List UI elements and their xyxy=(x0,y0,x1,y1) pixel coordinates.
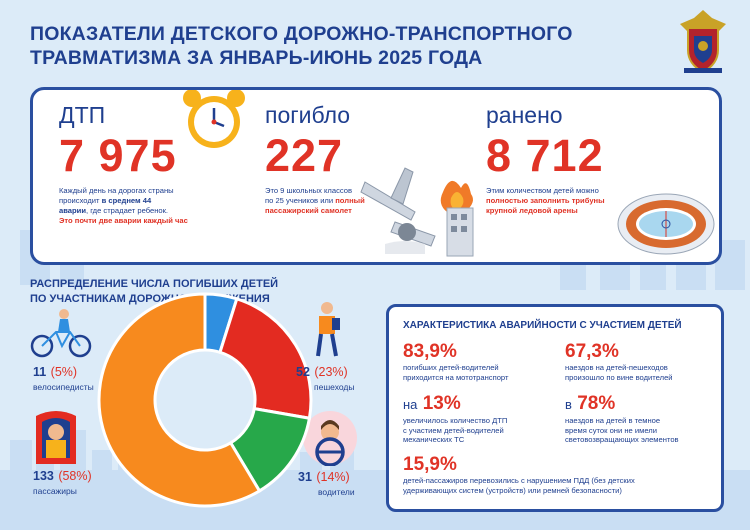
distribution-donut-chart xyxy=(97,292,313,508)
dtp-desc-line2: происходит в среднем 44 xyxy=(59,196,188,206)
pedestrians-name: пешеходы xyxy=(314,382,355,392)
pedestrians-pct: (23%) xyxy=(314,365,348,379)
accident-stat-2-text: наездов на детей-пешеходов произошло по … xyxy=(565,363,673,382)
accident-stat-4-line3: световозвращающих элементов xyxy=(565,435,679,445)
killed-desc-line3: пассажирский самолет xyxy=(265,206,352,215)
stats-card: ДТП 7 975 Каждый день на дорогах страны … xyxy=(30,87,722,265)
accident-stat-1-text: погибших детей-водителей приходится на м… xyxy=(403,363,508,382)
accident-stat-3-prefix: на xyxy=(403,397,418,412)
accident-characteristics-title: ХАРАКТЕРИСТИКА АВАРИЙНОСТИ С УЧАСТИЕМ ДЕ… xyxy=(403,320,682,331)
donut-slices xyxy=(97,292,313,508)
label-cyclists: 11 (5%) велосипедисты xyxy=(33,363,94,392)
drivers-pct: (14%) xyxy=(316,470,350,484)
cyclists-pct: (5%) xyxy=(50,365,78,379)
injured-desc-line1: Этим количеством детей можно xyxy=(486,186,599,195)
accident-stat-5-text: детей-пассажиров перевозились с нарушени… xyxy=(403,476,635,495)
injured-desc-line3: крупной ледовой арены xyxy=(486,206,578,215)
accident-stat-4-value: 78% xyxy=(577,393,616,414)
accident-stat-1-line1: погибших детей-водителей xyxy=(403,363,499,372)
accident-stat-3-line3: механических ТС xyxy=(403,435,465,445)
killed-label: погибло xyxy=(265,102,351,128)
crashed-plane-icon xyxy=(360,167,474,257)
dtp-value: 7 975 xyxy=(59,130,177,181)
passengers-num: 133 xyxy=(33,469,54,483)
label-drivers: 31 (14%) водители xyxy=(298,468,355,497)
dtp-label: ДТП xyxy=(59,102,106,128)
dtp-desc-line2a: происходит xyxy=(59,196,102,205)
police-emblem-icon xyxy=(680,10,726,74)
killed-desc-line2a: по 25 учеников или xyxy=(265,196,336,205)
accident-characteristics-card: ХАРАКТЕРИСТИКА АВАРИЙНОСТИ С УЧАСТИЕМ ДЕ… xyxy=(386,304,724,512)
accident-stat-4-line1: наездов на детей в темное xyxy=(565,416,661,425)
injured-label: ранено xyxy=(486,102,563,128)
page-title: ПОКАЗАТЕЛИ ДЕТСКОГО ДОРОЖНО-ТРАНСПОРТНОГ… xyxy=(30,22,630,70)
accident-stat-4: в 78% наездов на детей в темное время су… xyxy=(565,393,679,445)
killed-description: Это 9 школьных классов по 25 учеников ил… xyxy=(265,186,365,216)
distribution-title-line1: РАСПРЕДЕЛЕНИЕ ЧИСЛА ПОГИБШИХ ДЕТЕЙ xyxy=(30,278,279,290)
passengers-pct: (58%) xyxy=(58,469,92,483)
accident-stat-4-text: наездов на детей в темное время суток он… xyxy=(565,416,679,445)
accident-stat-4-line2: время суток они не имели xyxy=(565,425,657,435)
accident-stat-2: 67,3% наездов на детей-пешеходов произош… xyxy=(565,341,673,382)
dtp-desc-line3b: , где страдает ребенок. xyxy=(86,206,169,215)
killed-desc-line1: Это 9 школьных классов xyxy=(265,186,353,195)
killed-value: 227 xyxy=(265,130,344,181)
accident-stat-3-value: 13% xyxy=(422,393,461,414)
passengers-name: пассажиры xyxy=(33,486,77,496)
pedestrians-num: 52 xyxy=(296,365,310,379)
cyclist-icon xyxy=(30,309,92,358)
dtp-desc-line2b: в среднем 44 xyxy=(101,196,152,205)
accident-stat-5-line1: детей-пассажиров перевозились с нарушени… xyxy=(403,476,635,485)
injured-description: Этим количеством детей можно полностью з… xyxy=(486,186,605,216)
accident-stat-2-value: 67,3% xyxy=(565,341,619,362)
child-driver-icon xyxy=(303,411,357,466)
killed-desc-line2: по 25 учеников или полный xyxy=(265,196,365,206)
accident-stat-5: 15,9% детей-пассажиров перевозились с на… xyxy=(403,454,635,495)
accident-stat-5-line2: удерживающих систем (устройств) или ремн… xyxy=(403,485,622,495)
label-passengers: 133 (58%) пассажиры xyxy=(33,467,92,496)
accident-stat-3: на 13% увеличилось количество ДТП с учас… xyxy=(403,393,507,445)
injured-desc-line2: полностью заполнить трибуны xyxy=(486,196,605,205)
accident-stat-2-line1: наездов на детей-пешеходов xyxy=(565,363,668,372)
dtp-desc-line4: Это почти две аварии каждый час xyxy=(59,216,188,225)
accident-stat-4-prefix: в xyxy=(565,397,572,412)
accident-stat-1-line2: приходится на мототранспорт xyxy=(403,372,509,382)
label-pedestrians: 52 (23%) пешеходы xyxy=(296,363,354,392)
page-title-line2: ТРАВМАТИЗМА ЗА ЯНВАРЬ-ИЮНЬ 2025 ГОДА xyxy=(30,47,483,69)
accident-stat-3-text: увеличилось количество ДТП с участием де… xyxy=(403,416,507,445)
cyclists-num: 11 xyxy=(33,365,47,379)
car-seat-child-icon xyxy=(36,411,76,464)
accident-stat-1: 83,9% погибших детей-водителей приходитс… xyxy=(403,341,508,382)
dtp-desc-line3: аварии, где страдает ребенок. xyxy=(59,206,188,216)
accident-stat-3-line2: с участием детей-водителей xyxy=(403,425,504,435)
accident-stat-3-line1: увеличилось количество ДТП xyxy=(403,416,508,425)
dtp-description: Каждый день на дорогах страны происходит… xyxy=(59,186,188,226)
pedestrian-icon xyxy=(316,302,340,357)
drivers-name: водители xyxy=(318,487,355,497)
dtp-desc-line3a: аварии xyxy=(59,206,86,215)
donut-slice-passengers xyxy=(97,292,262,508)
page-title-line1: ПОКАЗАТЕЛИ ДЕТСКОГО ДОРОЖНО-ТРАНСПОРТНОГ… xyxy=(30,23,573,45)
accident-stat-5-value: 15,9% xyxy=(403,454,457,475)
donut-slice-pedestrians xyxy=(218,296,313,420)
killed-desc-line2b: полный xyxy=(335,196,365,205)
ice-arena-icon xyxy=(617,193,715,255)
dtp-desc-line1: Каждый день на дорогах страны xyxy=(59,186,174,195)
cyclists-name: велосипедисты xyxy=(33,382,94,392)
accident-stat-2-line2: произошло по вине водителей xyxy=(565,372,673,382)
accident-stat-1-value: 83,9% xyxy=(403,341,457,362)
injured-value: 8 712 xyxy=(486,130,604,181)
drivers-num: 31 xyxy=(298,470,312,484)
alarm-clock-icon xyxy=(183,90,245,148)
